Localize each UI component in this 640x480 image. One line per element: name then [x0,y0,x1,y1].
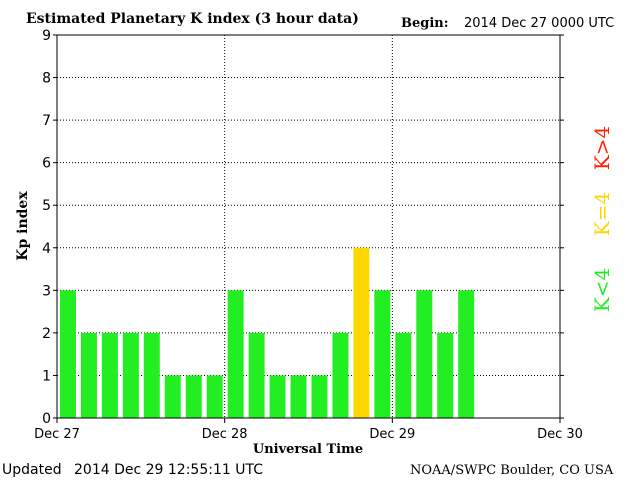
y-tick-label: 7 [42,113,51,129]
y-tick-label: 1 [42,368,51,384]
kp-bar [60,290,76,418]
x-axis-label: Universal Time [253,442,363,457]
kp-bar [374,290,391,418]
y-axis-ticks: 0 1 2 3 4 5 6 7 8 9 [42,28,564,427]
source-credit: NOAA/SWPC Boulder, CO USA [410,463,614,478]
chart-title: Estimated Planetary K index (3 hour data… [26,11,359,27]
x-axis-ticks: Dec 27 Dec 28 Dec 29 Dec 30 [34,418,583,442]
kp-bar [290,375,307,418]
kp-bar [206,375,223,418]
y-tick-label: 5 [42,198,51,214]
kp-bar [437,332,454,418]
kp-bar [332,332,349,418]
kp-bar [143,332,160,418]
kp-bar [458,290,475,418]
kp-bar [416,290,433,418]
y-tick-label: 6 [42,156,51,172]
kp-bar [353,247,370,418]
y-tick-label: 3 [42,283,51,299]
y-axis-label: Kp index [15,191,31,261]
kp-bar [248,332,265,418]
kp-bar [227,290,244,418]
legend: K<4 K=4 K>4 [590,126,614,312]
begin-value: 2014 Dec 27 0000 UTC [464,16,614,31]
kp-bar [101,332,118,418]
y-tick-label: 8 [42,71,51,87]
kp-bar [164,375,181,418]
kp-bar [311,375,328,418]
begin-label: Begin: [401,16,449,31]
kp-bar [185,375,202,418]
legend-item-k-equal-4: K=4 [590,192,614,236]
y-tick-label: 2 [42,326,51,342]
kp-bar [122,332,139,418]
x-tick-label: Dec 30 [537,427,583,442]
plot-frame [56,34,561,419]
x-tick-label: Dec 28 [202,427,248,442]
legend-item-k-greater-4: K>4 [590,126,614,170]
y-tick-label: 9 [42,28,51,44]
kp-bar [395,332,412,418]
updated-value: 2014 Dec 29 12:55:11 UTC [74,462,263,478]
legend-item-k-less-4: K<4 [590,268,614,312]
y-tick-label: 4 [42,241,51,257]
kp-bar [80,332,97,418]
kp-bar [269,375,286,418]
y-tick-label: 0 [42,411,51,427]
x-tick-label: Dec 29 [369,427,415,442]
bars-layer [60,247,475,418]
grid-layer [57,35,560,418]
x-tick-label: Dec 27 [34,427,80,442]
updated-label: Updated [2,462,62,478]
